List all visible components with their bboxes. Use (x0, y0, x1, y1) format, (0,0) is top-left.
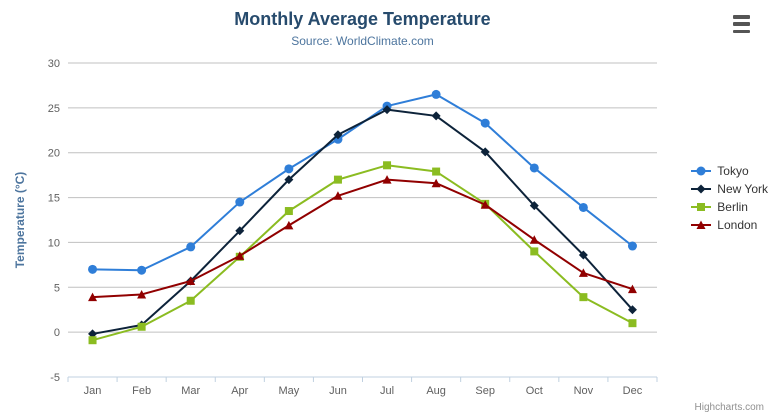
data-point-new-york[interactable] (480, 147, 490, 157)
legend-label: Berlin (717, 200, 748, 214)
y-axis-tick-label: 25 (48, 103, 60, 115)
x-axis-tick-label: Nov (574, 385, 594, 397)
data-point-london[interactable] (431, 178, 441, 188)
legend-label: New York (717, 182, 768, 196)
data-point-london[interactable] (382, 175, 392, 184)
x-axis-tick-label: Jul (380, 385, 394, 397)
data-point-new-york[interactable] (382, 105, 392, 115)
data-point-berlin[interactable] (137, 322, 146, 331)
hamburger-icon (733, 22, 750, 26)
data-point-tokyo[interactable] (284, 164, 294, 174)
data-point-tokyo[interactable] (235, 197, 245, 207)
data-point-new-york[interactable] (578, 250, 588, 260)
data-point-berlin[interactable] (284, 207, 293, 216)
y-axis-tick-label: 10 (48, 237, 60, 249)
data-point-tokyo[interactable] (137, 265, 147, 275)
chart-subtitle: Source: WorldClimate.com (291, 34, 434, 48)
x-axis-tick-label: Oct (526, 385, 543, 397)
data-point-tokyo[interactable] (627, 241, 637, 251)
export-menu-button[interactable] (733, 15, 755, 33)
legend: Tokyo New York Berlin London (690, 164, 768, 232)
data-point-london[interactable] (137, 289, 147, 299)
x-axis-tick-label: Jan (84, 385, 102, 397)
y-axis-title: Temperature (°C) (13, 172, 27, 269)
x-axis-tick-label: Mar (181, 385, 200, 397)
data-point-berlin[interactable] (579, 293, 588, 302)
data-point-new-york[interactable] (529, 201, 539, 211)
data-point-new-york[interactable] (88, 329, 98, 339)
hamburger-icon (733, 15, 750, 19)
series-line-berlin (92, 164, 633, 342)
x-axis-tick-label: Apr (231, 385, 248, 397)
legend-marker-new-york-icon (691, 184, 712, 194)
data-point-london[interactable] (627, 284, 637, 294)
legend-label: Tokyo (717, 164, 749, 178)
data-point-london[interactable] (529, 235, 539, 244)
data-point-tokyo[interactable] (88, 264, 98, 274)
legend-marker-tokyo-icon (691, 166, 712, 176)
series-line-london (92, 178, 633, 299)
data-point-new-york[interactable] (235, 226, 245, 236)
y-axis-tick-label: 5 (54, 282, 60, 294)
y-axis-tick-label: -5 (50, 372, 60, 384)
data-point-london[interactable] (284, 220, 294, 230)
x-axis-tick-label: Aug (426, 385, 446, 397)
data-point-tokyo[interactable] (431, 89, 441, 99)
legend-item-london[interactable]: London (690, 218, 768, 232)
highcharts-credit-link[interactable]: Highcharts.com (694, 402, 764, 413)
x-axis-tick-label: Dec (623, 385, 643, 397)
data-point-berlin[interactable] (88, 336, 97, 345)
data-point-london[interactable] (578, 268, 588, 277)
legend-item-tokyo[interactable]: Tokyo (690, 164, 768, 178)
data-point-london[interactable] (333, 191, 343, 200)
data-point-new-york[interactable] (333, 130, 343, 140)
legend-marker-london-icon (691, 220, 712, 229)
data-point-london[interactable] (88, 292, 98, 302)
legend-label: London (717, 218, 758, 232)
hamburger-icon (733, 29, 750, 33)
data-point-berlin[interactable] (186, 296, 195, 305)
series-line-new-york (92, 108, 634, 335)
data-point-berlin[interactable] (628, 319, 637, 328)
legend-marker-berlin-icon (691, 203, 712, 211)
x-axis-tick-label: Sep (475, 385, 495, 397)
x-axis-tick-label: May (278, 385, 299, 397)
data-point-tokyo[interactable] (480, 118, 490, 128)
y-axis-tick-label: 15 (48, 193, 60, 205)
data-point-london[interactable] (235, 251, 245, 260)
data-point-new-york[interactable] (431, 111, 441, 121)
data-point-tokyo[interactable] (186, 242, 196, 252)
data-point-new-york[interactable] (284, 175, 294, 185)
data-point-berlin[interactable] (383, 161, 392, 170)
x-axis-tick-label: Feb (132, 385, 151, 397)
data-point-tokyo[interactable] (578, 202, 588, 212)
data-point-london[interactable] (480, 200, 490, 209)
data-point-tokyo[interactable] (529, 163, 539, 173)
series-line-tokyo (92, 93, 634, 272)
y-axis-tick-label: 30 (48, 58, 60, 70)
data-point-berlin[interactable] (333, 175, 342, 184)
legend-item-new-york[interactable]: New York (690, 182, 768, 196)
data-point-berlin[interactable] (432, 167, 441, 176)
y-axis-tick-label: 20 (48, 148, 60, 160)
x-axis-tick-label: Jun (329, 385, 347, 397)
legend-item-berlin[interactable]: Berlin (690, 200, 768, 214)
chart-title: Monthly Average Temperature (234, 9, 491, 29)
data-point-berlin[interactable] (530, 247, 539, 256)
y-axis-tick-label: 0 (54, 327, 60, 339)
data-point-london[interactable] (186, 276, 196, 286)
data-point-new-york[interactable] (627, 305, 637, 315)
